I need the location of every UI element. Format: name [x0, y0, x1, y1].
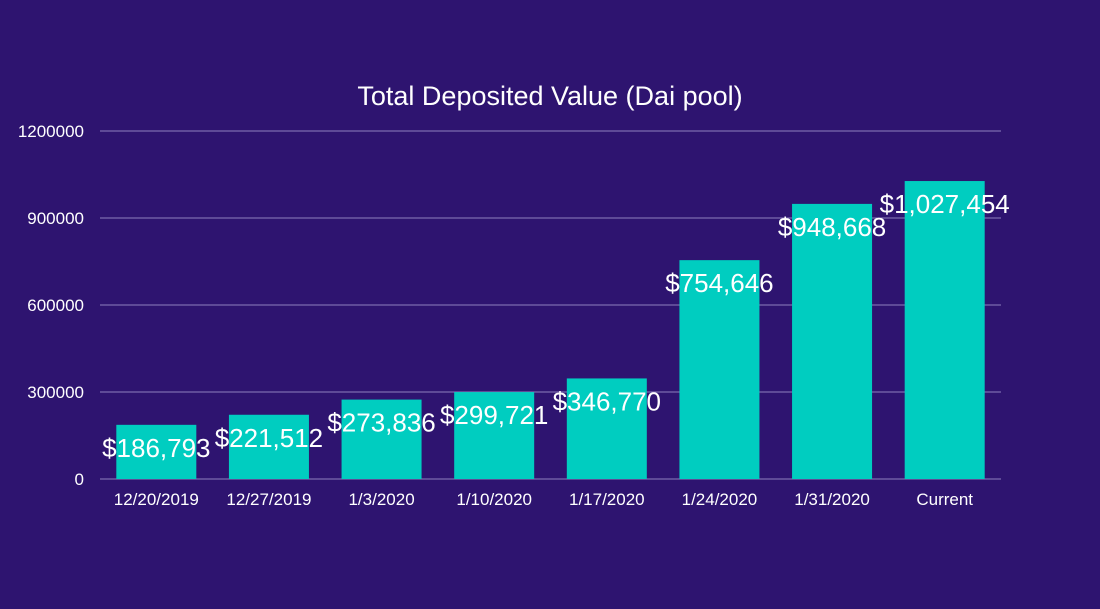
data-label: $186,793 — [102, 433, 210, 463]
x-tick-label: 12/27/2019 — [226, 490, 311, 509]
x-tick-label: 12/20/2019 — [114, 490, 199, 509]
bar — [341, 399, 422, 479]
data-label: $1,027,454 — [880, 189, 1010, 219]
y-tick-label: 1200000 — [18, 122, 84, 141]
bar — [116, 424, 197, 479]
data-label: $273,836 — [327, 408, 435, 438]
data-label: $299,721 — [440, 400, 548, 430]
y-tick-label: 300000 — [27, 383, 84, 402]
data-labels: $186,793 $221,512$273,836 $299,721 $346,770… — [102, 189, 1010, 463]
data-label: $948,668 — [778, 212, 886, 242]
bar — [792, 203, 873, 479]
chart-title: Total Deposited Value (Dai pool) — [357, 81, 742, 111]
y-axis-ticks: 0 300000 600000 900000 1200000 — [18, 122, 84, 489]
data-label: $221,512 — [215, 423, 323, 453]
x-axis-ticks: 12/20/2019 12/27/2019 1/3/2020 1/10/2020 1/1… — [114, 490, 974, 509]
x-tick-label: 1/10/2020 — [456, 490, 532, 509]
y-tick-label: 0 — [75, 470, 84, 489]
bar — [904, 181, 985, 480]
bar — [454, 392, 535, 479]
y-tick-label: 900000 — [27, 209, 84, 228]
bar — [679, 260, 760, 479]
x-tick-label: 1/24/2020 — [682, 490, 758, 509]
x-tick-label: 1/31/2020 — [794, 490, 870, 509]
y-tick-label: 600000 — [27, 296, 84, 315]
x-tick-label: 1/17/2020 — [569, 490, 645, 509]
bar — [228, 414, 309, 479]
data-label: $754,646 — [665, 268, 773, 298]
x-tick-label: 1/3/2020 — [348, 490, 414, 509]
bar — [566, 378, 647, 479]
bars — [116, 181, 985, 480]
x-tick-label: Current — [916, 490, 973, 509]
data-label: $346,770 — [553, 386, 661, 416]
